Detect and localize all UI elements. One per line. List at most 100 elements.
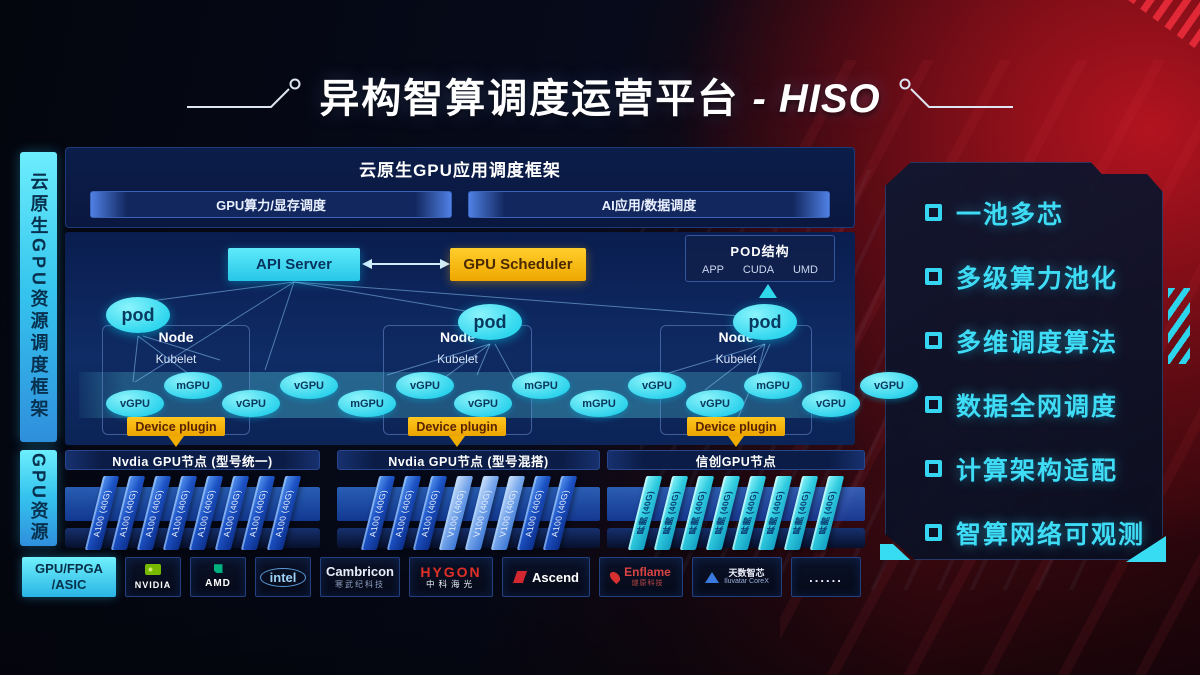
enflame-logo-icon bbox=[608, 569, 623, 585]
gpu-cards: 昇腾 (40G) 昇腾 (40G) 昇腾 (40G) 昇腾 (40G) 昇腾 (… bbox=[607, 476, 865, 552]
pod-structure-item: APP bbox=[702, 264, 725, 276]
feature-item: 数据全网调度 bbox=[925, 388, 1145, 421]
gpu-slice-ellipse: vGPU bbox=[860, 372, 918, 399]
square-bullet-icon bbox=[925, 268, 942, 285]
feature-item: 多级算力池化 bbox=[925, 260, 1145, 293]
gpu-cards: A100 (40G) A100 (40G) A100 (40G) V100 (4… bbox=[337, 476, 600, 552]
iluvatar-logo-icon bbox=[705, 571, 720, 583]
nvidia-logo-icon bbox=[145, 563, 161, 575]
device-plugin-down-arrow-icon bbox=[449, 436, 465, 447]
feature-label: 计算架构适配 bbox=[956, 456, 1119, 485]
title-bar: 异构智算调度运营平台 - HISO bbox=[0, 66, 1200, 124]
vendor-ascend: Ascend bbox=[502, 557, 590, 597]
vendor-enflame: Enflame 燧原科技 bbox=[599, 557, 683, 597]
amd-logo-icon bbox=[213, 564, 223, 574]
api-scheduler-arrow bbox=[362, 259, 450, 269]
square-bullet-icon bbox=[925, 396, 942, 413]
vendor-iluvatar: 天数智芯 Iluvatar CoreX bbox=[692, 557, 782, 597]
vendor-strip: GPU/FPGA /ASIC NVIDIA AMD intel Cambrico… bbox=[22, 557, 861, 597]
gpu-group-title: Nvdia GPU节点 (型号统一) bbox=[65, 450, 320, 470]
gpu-slice-ellipse: vGPU bbox=[222, 390, 280, 417]
feature-label: 多级算力池化 bbox=[956, 264, 1119, 293]
pod-ellipse-2: pod bbox=[458, 304, 522, 340]
node-box-1: Node Kubelet bbox=[102, 325, 250, 435]
side-hatch-decoration bbox=[1168, 288, 1190, 364]
gpu-slice-ellipse: mGPU bbox=[570, 390, 628, 417]
feature-label: 多维调度算法 bbox=[956, 328, 1119, 357]
pod-structure-title: POD结构 bbox=[730, 244, 790, 259]
gpu-slice-ellipse: vGPU bbox=[802, 390, 860, 417]
gpu-group-title: 信创GPU节点 bbox=[607, 450, 865, 470]
app-layer-title: 云原生GPU应用调度框架 bbox=[359, 161, 561, 180]
gpu-slice-ellipse: mGPU bbox=[744, 372, 802, 399]
gpu-slice-ellipse: vGPU bbox=[686, 390, 744, 417]
gpu-slice-ellipse: vGPU bbox=[106, 390, 164, 417]
pod-structure-items: APP CUDA UMD bbox=[686, 260, 834, 276]
vendor-intel: intel bbox=[255, 557, 311, 597]
gpu-slice-ellipse: vGPU bbox=[454, 390, 512, 417]
scheduling-lane: GPU算力/显存调度 bbox=[90, 191, 452, 218]
device-plugin-down-arrow-icon bbox=[728, 436, 744, 447]
feature-label: 智算网络可观测 bbox=[956, 520, 1146, 549]
kubelet-label: Kubelet bbox=[437, 352, 478, 366]
square-bullet-icon bbox=[925, 332, 942, 349]
vendor-lead-badge: GPU/FPGA /ASIC bbox=[22, 557, 116, 597]
device-plugin-down-arrow-icon bbox=[168, 436, 184, 447]
gpu-slice-ellipse: vGPU bbox=[628, 372, 686, 399]
square-bullet-icon bbox=[925, 204, 942, 221]
pod-structure-item: UMD bbox=[792, 264, 818, 276]
vgpu-mgpu-band: vGPU mGPU vGPU vGPU mGPU vGPU vGPU mGPU … bbox=[106, 372, 918, 418]
feature-item: 智算网络可观测 bbox=[925, 516, 1145, 549]
feature-item: 一池多芯 bbox=[925, 196, 1145, 229]
pod-ellipse-1: pod bbox=[106, 297, 170, 333]
pod-up-arrow-icon bbox=[759, 284, 777, 298]
rail-gpu-resources: GPU资源 bbox=[20, 450, 57, 546]
feature-label: 一池多芯 bbox=[956, 200, 1065, 229]
app-layer-lanes: GPU算力/显存调度 AI应用/数据调度 bbox=[66, 181, 854, 218]
page-title-main: 异构智算调度运营平台 bbox=[319, 77, 740, 121]
gpu-group-nvidia-mixed: Nvdia GPU节点 (型号混搭) A100 (40G) A100 (40G)… bbox=[337, 450, 600, 550]
square-bullet-icon bbox=[925, 524, 942, 541]
circuit-left-icon bbox=[187, 78, 301, 108]
pod-ellipse-3: pod bbox=[733, 304, 797, 340]
vendor-amd: AMD bbox=[190, 557, 246, 597]
rail-cloud-native-gpu-framework: 云原生GPU资源调度框架 bbox=[20, 152, 57, 442]
connection-lines bbox=[132, 259, 771, 421]
corner-hatch-decoration bbox=[1128, 0, 1200, 52]
feature-panel bbox=[885, 162, 1163, 560]
gpu-slice-ellipse: mGPU bbox=[338, 390, 396, 417]
scheduler-panel: Node Kubelet Node Kubelet Node Kubelet bbox=[65, 232, 918, 447]
gpu-group-nvidia-uniform: Nvdia GPU节点 (型号统一) A100 (40G) A100 (40G)… bbox=[65, 450, 320, 550]
circuit-right-icon bbox=[899, 78, 1013, 108]
api-server-box: API Server bbox=[228, 248, 360, 281]
vendor-hygon: HYGON 中科海光 bbox=[409, 557, 493, 597]
page-title-suffix: - HISO bbox=[752, 77, 881, 121]
vendor-more: ...... bbox=[791, 557, 861, 597]
gpu-scheduler-box: GPU Scheduler bbox=[450, 248, 586, 281]
vendor-nvidia: NVIDIA bbox=[125, 557, 181, 597]
intel-logo-icon: intel bbox=[259, 567, 307, 587]
device-plugin-3: Device plugin bbox=[687, 417, 785, 436]
feature-label: 数据全网调度 bbox=[956, 392, 1119, 421]
device-plugin-1: Device plugin bbox=[127, 417, 225, 436]
ascend-logo-icon bbox=[513, 571, 528, 583]
feature-list: 一池多芯 多级算力池化 多维调度算法 数据全网调度 计算架构适配 bbox=[925, 196, 1145, 549]
square-bullet-icon bbox=[925, 460, 942, 477]
gpu-group-title: Nvdia GPU节点 (型号混搭) bbox=[337, 450, 600, 470]
device-plugin-2: Device plugin bbox=[408, 417, 506, 436]
gpu-slice-ellipse: vGPU bbox=[280, 372, 338, 399]
gpu-slice-ellipse: vGPU bbox=[396, 372, 454, 399]
feature-item: 多维调度算法 bbox=[925, 324, 1145, 357]
gpu-slice-ellipse: mGPU bbox=[164, 372, 222, 399]
pod-structure-box: POD结构 APP CUDA UMD bbox=[685, 235, 835, 282]
gpu-cards: A100 (40G) A100 (40G) A100 (40G) A100 (4… bbox=[65, 476, 320, 552]
pod-structure-item: CUDA bbox=[742, 264, 775, 276]
vendor-cambricon: Cambricon 寒武纪科技 bbox=[320, 557, 400, 597]
feature-item: 计算架构适配 bbox=[925, 452, 1145, 485]
gpu-slice-ellipse: mGPU bbox=[512, 372, 570, 399]
app-scheduling-layer: 云原生GPU应用调度框架 GPU算力/显存调度 AI应用/数据调度 bbox=[65, 147, 855, 228]
page-title: 异构智算调度运营平台 - HISO bbox=[319, 66, 880, 124]
node-label: Node bbox=[158, 329, 194, 345]
gpu-group-xinchuang: 信创GPU节点 昇腾 (40G) 昇腾 (40G) 昇腾 (40G) 昇腾 (4… bbox=[607, 450, 865, 550]
